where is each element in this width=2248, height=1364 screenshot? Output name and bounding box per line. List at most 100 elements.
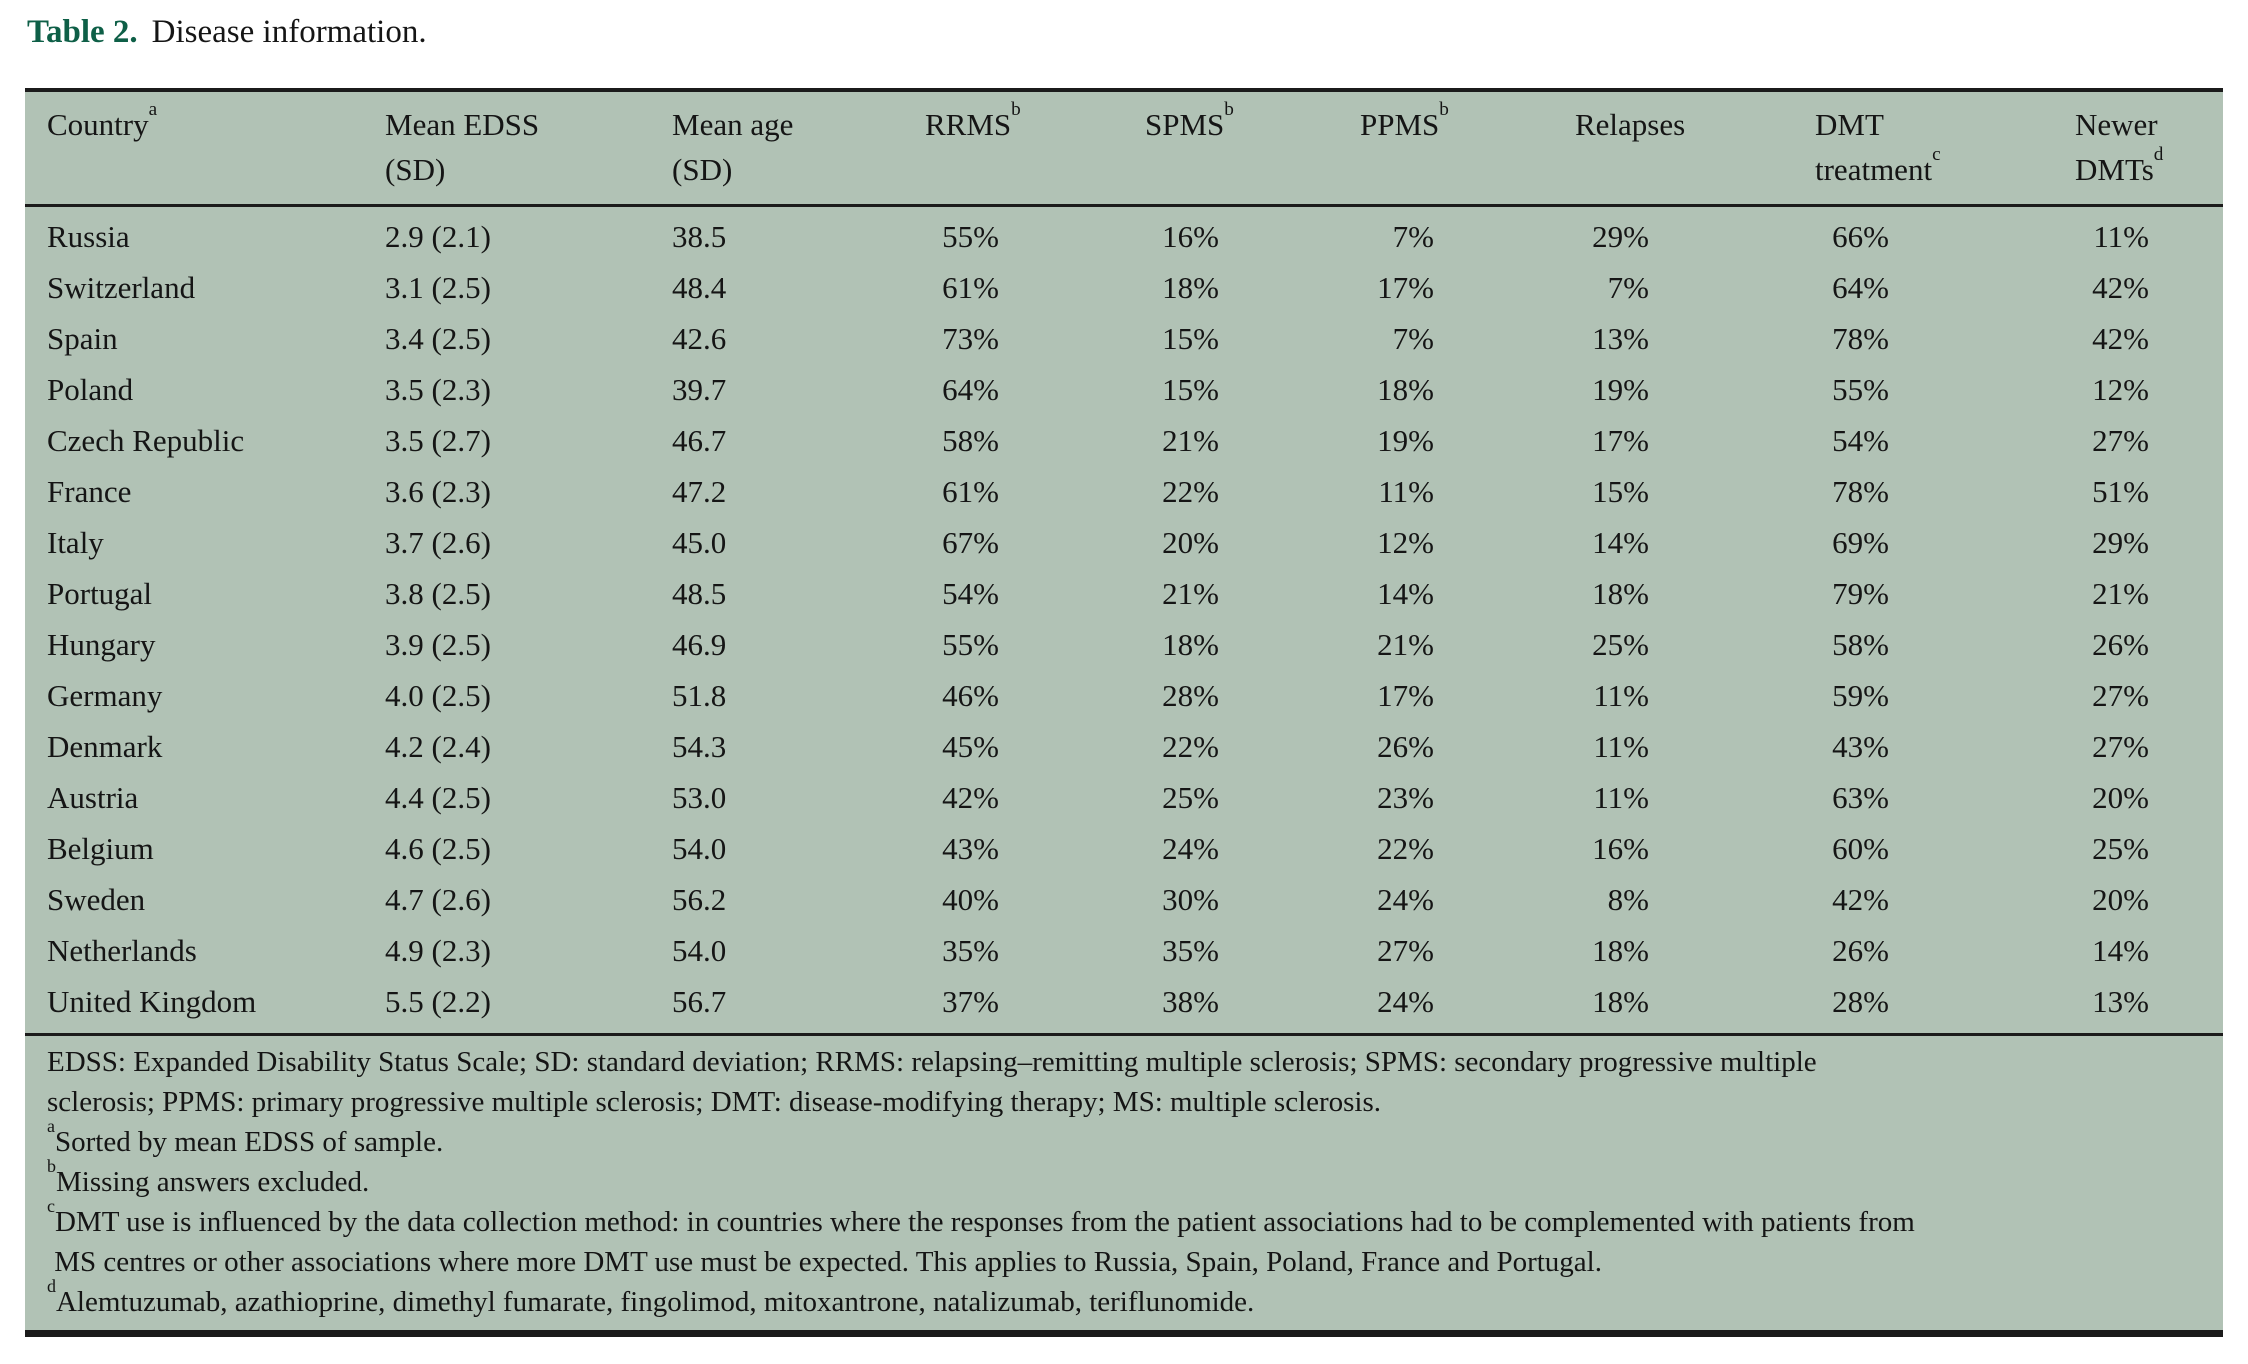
cell-dmt-treatment: 60% — [1815, 823, 2075, 874]
cell-ppms: 18% — [1360, 364, 1575, 415]
cell-relapses-value: 13% — [1592, 321, 1649, 356]
cell-rrms-value: 55% — [942, 219, 999, 254]
cell-dmt-treatment-value: 43% — [1832, 729, 1889, 764]
cell-rrms: 55% — [925, 619, 1145, 670]
table-row: Germany 4.0 (2.5) 51.8 46% 28% 17% 11% 5… — [25, 670, 2223, 721]
cell-relapses-value: 29% — [1592, 219, 1649, 254]
cell-ppms: 24% — [1360, 976, 1575, 1033]
column-header-label: DMT treatment — [1815, 107, 1933, 187]
cell-mean-edss: 3.7 (2.6) — [385, 525, 491, 560]
column-header-label: Newer DMTs — [2075, 107, 2158, 187]
cell-rrms-value: 67% — [942, 525, 999, 560]
cell-newer-dmts: 25% — [2075, 823, 2223, 874]
cell-country: Denmark — [47, 729, 163, 764]
cell-ppms-value: 7% — [1392, 321, 1434, 356]
cell-country: Poland — [47, 372, 134, 407]
table-row: Belgium 4.6 (2.5) 54.0 43% 24% 22% 16% 6… — [25, 823, 2223, 874]
cell-rrms: 54% — [925, 568, 1145, 619]
cell-dmt-treatment: 26% — [1815, 925, 2075, 976]
cell-relapses-value: 8% — [1607, 882, 1649, 917]
cell-mean-age: 38.5 — [672, 219, 727, 254]
cell-newer-dmts-value: 42% — [2092, 270, 2149, 305]
cell-newer-dmts-value: 27% — [2092, 678, 2149, 713]
cell-spms: 18% — [1145, 262, 1360, 313]
cell-mean-age: 56.7 — [672, 984, 727, 1019]
cell-newer-dmts-value: 25% — [2092, 831, 2149, 866]
footnote: EDSS: Expanded Disability Status Scale; … — [47, 1042, 2203, 1122]
cell-relapses: 18% — [1575, 925, 1815, 976]
table-row: Poland 3.5 (2.3) 39.7 64% 15% 18% 19% 55… — [25, 364, 2223, 415]
cell-rrms: 43% — [925, 823, 1145, 874]
cell-rrms: 64% — [925, 364, 1145, 415]
cell-relapses-value: 18% — [1592, 576, 1649, 611]
cell-rrms: 37% — [925, 976, 1145, 1033]
cell-newer-dmts-value: 21% — [2092, 576, 2149, 611]
cell-spms: 28% — [1145, 670, 1360, 721]
cell-spms: 21% — [1145, 415, 1360, 466]
table-header-row: Countrya Mean EDSS (SD) Mean age (SD) RR… — [25, 92, 2223, 207]
cell-spms: 38% — [1145, 976, 1360, 1033]
cell-newer-dmts: 13% — [2075, 976, 2223, 1033]
cell-newer-dmts: 12% — [2075, 364, 2223, 415]
column-header: PPMSb — [1360, 92, 1575, 207]
table-row: Netherlands 4.9 (2.3) 54.0 35% 35% 27% 1… — [25, 925, 2223, 976]
cell-rrms-value: 37% — [942, 984, 999, 1019]
cell-newer-dmts: 20% — [2075, 874, 2223, 925]
cell-newer-dmts: 26% — [2075, 619, 2223, 670]
cell-ppms-value: 26% — [1377, 729, 1434, 764]
cell-rrms-value: 40% — [942, 882, 999, 917]
cell-dmt-treatment: 54% — [1815, 415, 2075, 466]
cell-relapses-value: 25% — [1592, 627, 1649, 662]
footnote-text: Alemtuzumab, azathioprine, dimethyl fuma… — [55, 1286, 1255, 1318]
cell-ppms-value: 11% — [1378, 474, 1434, 509]
cell-dmt-treatment-value: 60% — [1832, 831, 1889, 866]
cell-rrms: 46% — [925, 670, 1145, 721]
cell-rrms-value: 35% — [942, 933, 999, 968]
cell-country: Czech Republic — [47, 423, 245, 458]
cell-ppms-value: 17% — [1377, 678, 1434, 713]
footnote-marker: a — [47, 1116, 55, 1137]
cell-dmt-treatment: 69% — [1815, 517, 2075, 568]
data-table: Countrya Mean EDSS (SD) Mean age (SD) RR… — [25, 92, 2223, 1033]
cell-dmt-treatment-value: 78% — [1832, 474, 1889, 509]
cell-mean-edss: 3.1 (2.5) — [385, 270, 491, 305]
cell-rrms-value: 61% — [942, 270, 999, 305]
cell-dmt-treatment: 78% — [1815, 313, 2075, 364]
cell-relapses: 13% — [1575, 313, 1815, 364]
cell-relapses-value: 11% — [1593, 678, 1649, 713]
cell-newer-dmts-value: 27% — [2092, 729, 2149, 764]
cell-country: United Kingdom — [47, 984, 257, 1019]
cell-spms-value: 35% — [1162, 933, 1219, 968]
table-row: Spain 3.4 (2.5) 42.6 73% 15% 7% 13% 78% … — [25, 313, 2223, 364]
cell-relapses: 19% — [1575, 364, 1815, 415]
cell-country: Sweden — [47, 882, 146, 917]
cell-relapses: 11% — [1575, 670, 1815, 721]
footnote-text: EDSS: Expanded Disability Status Scale; … — [47, 1046, 1817, 1118]
cell-dmt-treatment-value: 54% — [1832, 423, 1889, 458]
cell-spms: 20% — [1145, 517, 1360, 568]
cell-rrms-value: 42% — [942, 780, 999, 815]
cell-ppms-value: 12% — [1377, 525, 1434, 560]
cell-spms: 35% — [1145, 925, 1360, 976]
cell-mean-edss: 4.4 (2.5) — [385, 780, 491, 815]
footnote-marker: c — [47, 1196, 55, 1217]
cell-relapses-value: 18% — [1592, 933, 1649, 968]
cell-mean-edss: 4.6 (2.5) — [385, 831, 491, 866]
disease-information-table: Countrya Mean EDSS (SD) Mean age (SD) RR… — [25, 88, 2223, 1337]
cell-country: Netherlands — [47, 933, 197, 968]
cell-rrms-value: 58% — [942, 423, 999, 458]
cell-newer-dmts-value: 20% — [2092, 882, 2149, 917]
cell-dmt-treatment-value: 64% — [1832, 270, 1889, 305]
cell-ppms: 26% — [1360, 721, 1575, 772]
column-header-label: Country — [47, 107, 149, 142]
cell-country: Hungary — [47, 627, 156, 662]
cell-dmt-treatment-value: 26% — [1832, 933, 1889, 968]
cell-spms-value: 16% — [1162, 219, 1219, 254]
cell-dmt-treatment-value: 69% — [1832, 525, 1889, 560]
cell-ppms-value: 23% — [1377, 780, 1434, 815]
cell-newer-dmts-value: 11% — [2093, 219, 2149, 254]
cell-mean-edss: 4.9 (2.3) — [385, 933, 491, 968]
cell-newer-dmts: 14% — [2075, 925, 2223, 976]
column-header: DMT treatmentc — [1815, 92, 2075, 207]
